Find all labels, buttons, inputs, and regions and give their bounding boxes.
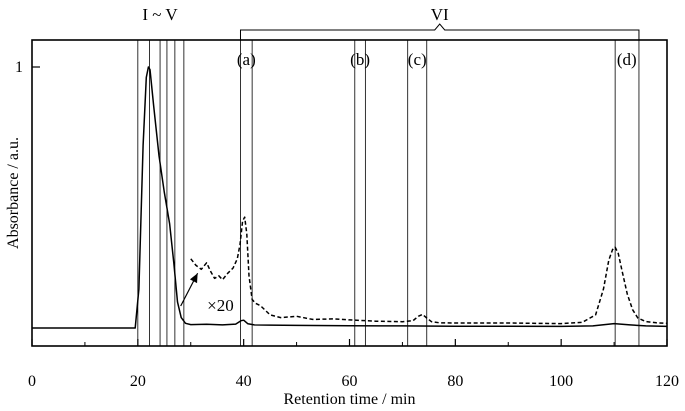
x-tick-label: 80 (447, 373, 463, 390)
peak-label: (d) (617, 50, 637, 69)
x-tick-label: 20 (130, 373, 146, 390)
x-tick-label: 60 (342, 373, 358, 390)
peak-label: (c) (408, 50, 427, 69)
series-layer (32, 66, 668, 329)
fraction-lines (137, 40, 640, 346)
series-line-magnified (190, 216, 668, 325)
x-tick-label: 0 (28, 373, 36, 390)
series-line-main (32, 66, 668, 329)
peak-label: (b) (350, 50, 370, 69)
fraction-group-label: I ~ V (142, 5, 178, 24)
annotation-arrow-head (189, 273, 198, 284)
x-tick-label: 120 (655, 373, 679, 390)
y-axis-label: Absorbance / a.u. (5, 137, 22, 249)
x-tick-label: 40 (236, 373, 252, 390)
peak-label-layer: (a) (b) (c) (d) (237, 50, 637, 69)
plot-frame (31, 39, 668, 347)
fraction-vi-bracket (239, 23, 640, 41)
fraction-vi-label: VI (431, 5, 449, 24)
y-tick-label: 1 (15, 59, 23, 76)
x-tick-label: 100 (549, 373, 573, 390)
peak-label: (a) (237, 50, 256, 69)
scale-annotation: ×20 (207, 296, 234, 315)
x-axis-label: Retention time / min (284, 391, 416, 408)
tick-layer: 0 20 40 60 80 100 120 1 (15, 59, 679, 390)
